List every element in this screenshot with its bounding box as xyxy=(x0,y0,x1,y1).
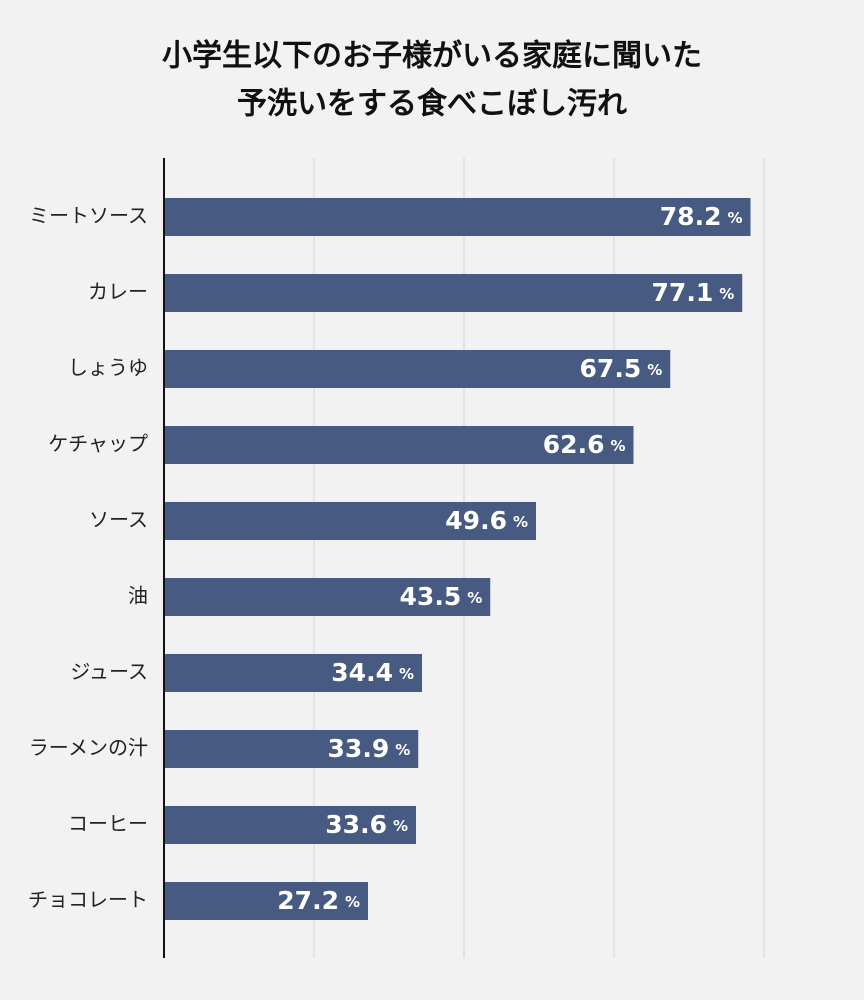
bar xyxy=(164,578,491,616)
y-tick-label: ジュース xyxy=(70,660,148,684)
value-number: 49.6 xyxy=(445,506,507,535)
bar xyxy=(164,198,751,236)
bar xyxy=(164,426,634,464)
value-unit: % xyxy=(727,209,742,227)
y-tick-label: しょうゆ xyxy=(68,356,148,380)
value-number: 43.5 xyxy=(400,582,462,611)
value-label: 33.6% xyxy=(325,810,408,839)
value-unit: % xyxy=(719,285,734,303)
value-label: 34.4% xyxy=(331,658,414,687)
value-number: 27.2 xyxy=(277,886,339,915)
value-number: 78.2 xyxy=(660,202,722,231)
value-unit: % xyxy=(395,741,410,759)
value-label: 78.2% xyxy=(660,202,743,231)
value-unit: % xyxy=(399,665,414,683)
value-unit: % xyxy=(513,513,528,531)
bar xyxy=(164,274,743,312)
value-label: 62.6% xyxy=(543,430,626,459)
value-label: 49.6% xyxy=(445,506,528,535)
bar xyxy=(164,730,419,768)
value-label: 27.2% xyxy=(277,886,360,915)
y-tick-label: コーヒー xyxy=(68,812,148,836)
y-tick-label: ケチャップ xyxy=(48,432,148,456)
value-number: 62.6 xyxy=(543,430,605,459)
value-number: 77.1 xyxy=(652,278,714,307)
value-label: 33.9% xyxy=(328,734,411,763)
y-tick-label: ソース xyxy=(89,508,148,532)
value-number: 33.6 xyxy=(325,810,387,839)
value-number: 34.4 xyxy=(331,658,393,687)
bar xyxy=(164,654,422,692)
value-label: 43.5% xyxy=(400,582,483,611)
bar xyxy=(164,502,536,540)
value-unit: % xyxy=(393,817,408,835)
value-unit: % xyxy=(345,893,360,911)
bar xyxy=(164,882,368,920)
bar xyxy=(164,350,671,388)
y-tick-label: カレー xyxy=(88,280,148,304)
value-unit: % xyxy=(467,589,482,607)
bar xyxy=(164,806,416,844)
value-number: 67.5 xyxy=(580,354,642,383)
chart-title: 予洗いをする食べこぼし汚れ xyxy=(237,87,627,122)
value-unit: % xyxy=(610,437,625,455)
value-unit: % xyxy=(647,361,662,379)
y-tick-label: チョコレート xyxy=(28,888,148,912)
y-tick-label: ミートソース xyxy=(29,204,148,228)
y-tick-label: ラーメンの汁 xyxy=(29,736,148,760)
value-number: 33.9 xyxy=(328,734,390,763)
chart-title: 小学生以下のお子様がいる家庭に聞いた xyxy=(162,39,702,74)
y-tick-label: 油 xyxy=(128,584,148,608)
value-label: 67.5% xyxy=(580,354,663,383)
value-label: 77.1% xyxy=(652,278,735,307)
